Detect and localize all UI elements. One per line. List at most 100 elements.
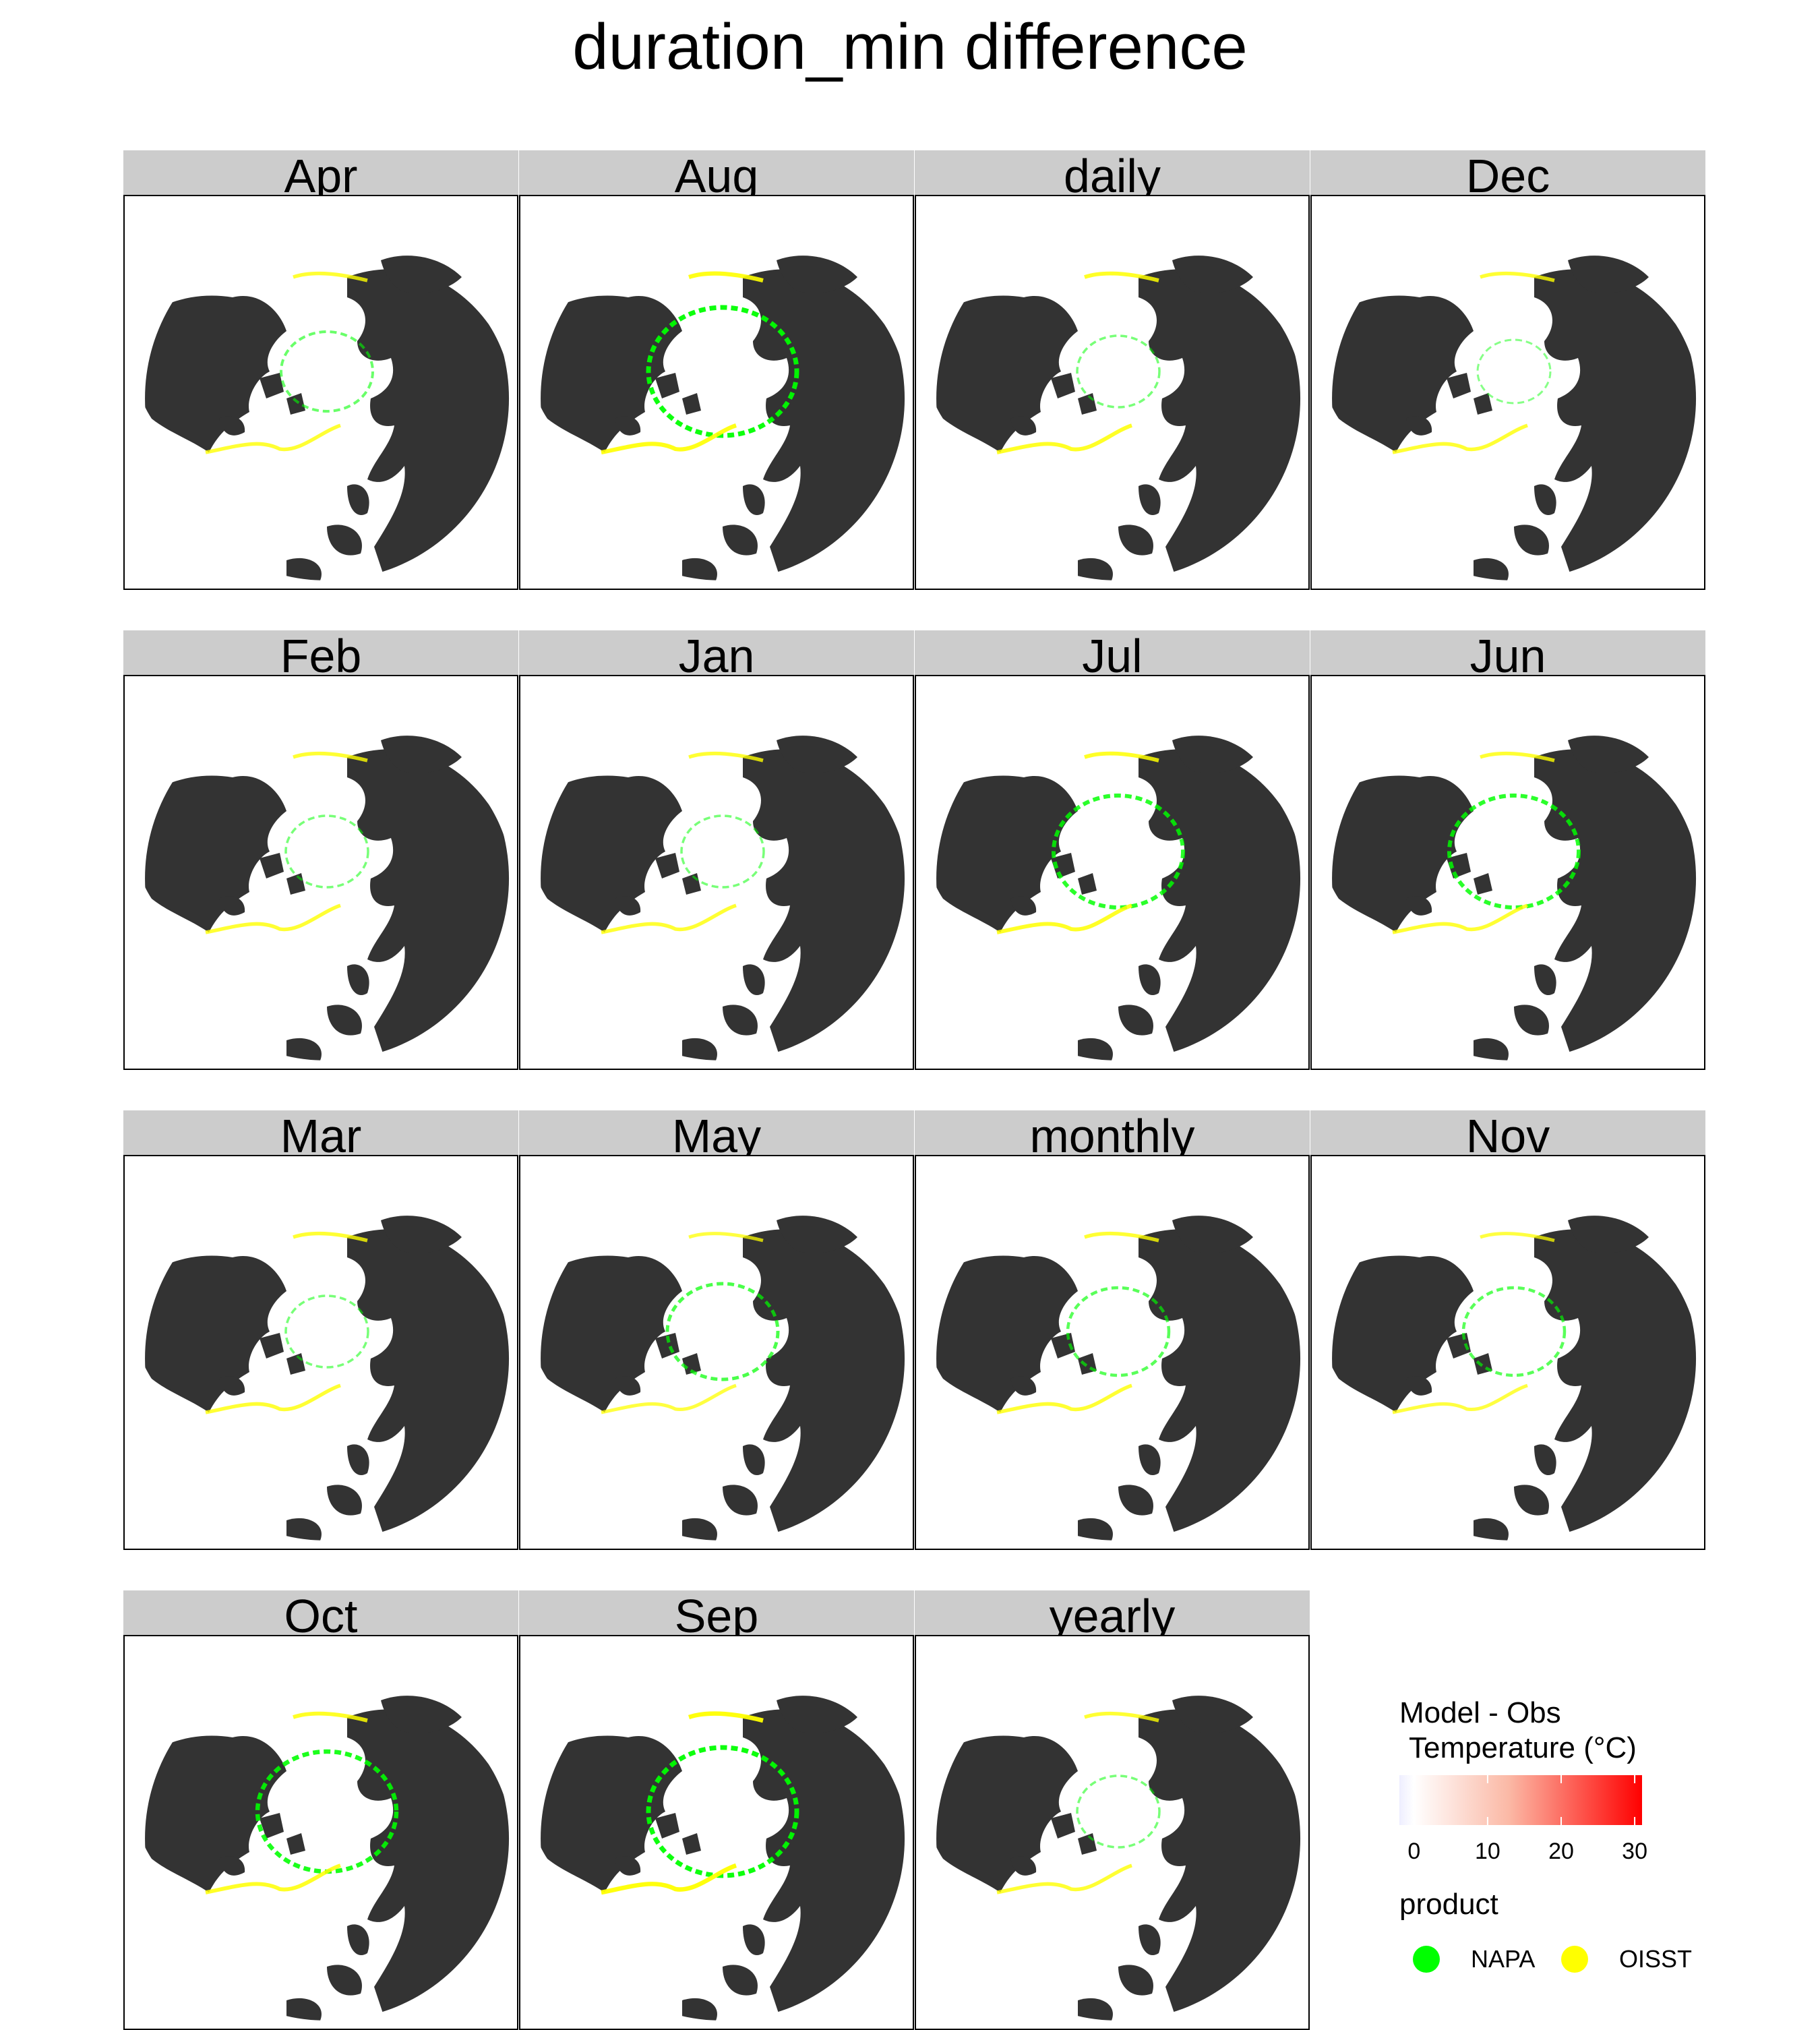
polar-map-graphic: [916, 196, 1308, 589]
facet-strip-label: Jan: [519, 630, 914, 675]
polar-map-graphic: [125, 1156, 517, 1549]
oisst-coast-mark: [996, 271, 1159, 454]
colorbar: [1399, 1775, 1642, 1825]
legend: Model - Obs Temperature (°C) 0 10 20 30 pro…: [1399, 1696, 1777, 1973]
colorbar-tick-label: 0: [1407, 1839, 1421, 1864]
oisst-coast-mark: [1392, 751, 1555, 934]
oisst-coast-mark: [601, 271, 764, 455]
facet-panel: Jun: [1310, 630, 1705, 1070]
facet-strip-label: Mar: [123, 1110, 518, 1155]
product-label: NAPA: [1471, 1945, 1536, 1973]
facet-panel: Dec: [1310, 150, 1705, 590]
oisst-coast-mark: [601, 1232, 764, 1414]
facet-panel: Sep: [519, 1590, 914, 2030]
napa-edge-mark: [1476, 338, 1552, 405]
facet-panel: Nov: [1310, 1110, 1705, 1550]
polar-map: [1310, 1155, 1705, 1550]
polar-map: [123, 1635, 518, 2030]
polar-map: [1310, 675, 1705, 1070]
napa-edge-mark: [1066, 1286, 1171, 1377]
legend-title-line2: Temperature (°C): [1409, 1731, 1637, 1764]
oisst-coast-mark: [205, 1711, 368, 1894]
polar-map: [519, 675, 914, 1070]
facet-panel: yearly: [915, 1590, 1310, 2030]
polar-map: [519, 1155, 914, 1550]
product-dot-icon: [1413, 1946, 1440, 1973]
polar-map: [519, 1635, 914, 2030]
product-legend-item: NAPA: [1413, 1945, 1535, 1973]
product-label: OISST: [1619, 1945, 1693, 1973]
facet-panel: Oct: [123, 1590, 518, 2030]
polar-map-graphic: [520, 1156, 913, 1549]
polar-map: [915, 1635, 1310, 2030]
facet-panel: daily: [915, 150, 1310, 590]
oisst-coast-mark: [996, 1231, 1159, 1414]
polar-map-graphic: [916, 1156, 1308, 1549]
facet-strip-label: Aug: [519, 150, 914, 195]
napa-edge-mark: [646, 1745, 799, 1878]
product-dot-icon: [1561, 1946, 1588, 1973]
napa-edge-mark: [665, 1282, 780, 1381]
legend-title-line1: Model - Obs: [1399, 1696, 1561, 1729]
polar-map: [123, 675, 518, 1070]
polar-map-graphic: [520, 676, 913, 1069]
polar-map: [1310, 195, 1705, 590]
oisst-coast-mark: [996, 1711, 1159, 1894]
oisst-coast-mark: [601, 751, 764, 934]
polar-map: [915, 675, 1310, 1070]
facet-panel: Mar: [123, 1110, 518, 1550]
polar-map-graphic: [916, 1636, 1308, 2029]
polar-map: [915, 195, 1310, 590]
napa-edge-mark: [1052, 794, 1185, 909]
polar-map-graphic: [125, 676, 517, 1069]
polar-map-graphic: [1312, 676, 1704, 1069]
oisst-coast-mark: [205, 1231, 368, 1414]
facet-panel: May: [519, 1110, 914, 1550]
facet-strip-label: Dec: [1310, 150, 1705, 195]
napa-edge-mark: [646, 305, 799, 438]
facet-strip-label: May: [519, 1110, 914, 1155]
facet-strip-label: Oct: [123, 1590, 518, 1635]
facet-panel: Feb: [123, 630, 518, 1070]
figure-title: duration_min difference: [572, 11, 1248, 83]
napa-edge-mark: [1076, 1774, 1161, 1849]
colorbar-tick-label: 30: [1622, 1839, 1647, 1864]
napa-edge-mark: [280, 330, 374, 413]
product-legend-title: product: [1399, 1888, 1498, 1921]
polar-map-graphic: [520, 1636, 913, 2029]
oisst-coast-mark: [996, 751, 1159, 934]
product-legend-item: OISST: [1561, 1945, 1692, 1973]
facet-strip-label: Jul: [915, 630, 1310, 675]
napa-edge-mark: [255, 1749, 399, 1874]
facet-strip-label: Nov: [1310, 1110, 1705, 1155]
facet-strip-label: monthly: [915, 1110, 1310, 1155]
polar-map: [123, 1155, 518, 1550]
polar-map: [519, 195, 914, 590]
polar-map: [915, 1155, 1310, 1550]
polar-map-graphic: [1312, 1156, 1704, 1549]
facet-strip-label: Jun: [1310, 630, 1705, 675]
oisst-coast-mark: [205, 751, 368, 934]
napa-edge-mark: [284, 1294, 369, 1369]
facet-panel: monthly: [915, 1110, 1310, 1550]
facet-strip-label: Sep: [519, 1590, 914, 1635]
colorbar-tick-label: 20: [1548, 1839, 1574, 1864]
napa-edge-mark: [680, 814, 765, 889]
polar-map-graphic: [916, 676, 1308, 1069]
facet-strip-label: Feb: [123, 630, 518, 675]
napa-edge-mark: [284, 814, 369, 889]
oisst-coast-mark: [601, 1711, 764, 1895]
napa-edge-mark: [1447, 794, 1581, 909]
polar-map: [123, 195, 518, 590]
facet-panel: Jul: [915, 630, 1310, 1070]
facet-strip-label: daily: [915, 150, 1310, 195]
polar-map-graphic: [125, 196, 517, 589]
facet-strip-label: yearly: [915, 1590, 1310, 1635]
colorbar-tick-label: 10: [1474, 1839, 1500, 1864]
polar-map-graphic: [1312, 196, 1704, 589]
napa-edge-mark: [1076, 334, 1161, 409]
polar-map-graphic: [125, 1636, 517, 2029]
oisst-coast-mark: [1392, 271, 1555, 454]
facet-panel: Jan: [519, 630, 914, 1070]
oisst-coast-mark: [205, 271, 368, 454]
